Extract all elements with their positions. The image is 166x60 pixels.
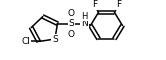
Text: S: S <box>69 19 74 28</box>
Text: S: S <box>52 35 58 44</box>
Text: F: F <box>116 0 121 9</box>
Text: N: N <box>81 19 88 28</box>
Text: Cl: Cl <box>21 37 30 46</box>
Text: H: H <box>81 12 88 21</box>
Text: O: O <box>68 30 75 39</box>
Text: O: O <box>68 9 75 18</box>
Text: F: F <box>92 0 97 9</box>
